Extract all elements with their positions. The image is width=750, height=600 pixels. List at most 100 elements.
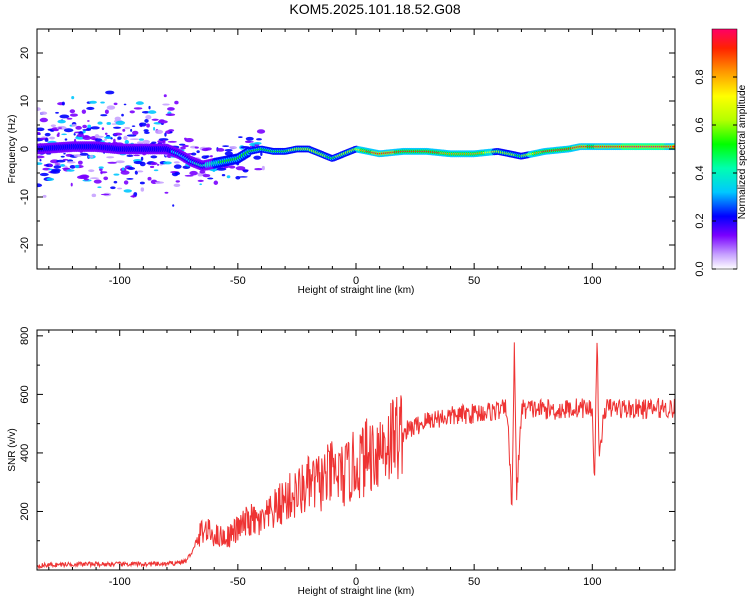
- colorbar-tick-label: 0.0: [694, 261, 706, 276]
- spectrogram-cell: [127, 167, 136, 170]
- spectrogram-cell: [256, 129, 266, 134]
- snr-line: [37, 342, 675, 570]
- spectrogram-cell: [113, 102, 118, 106]
- spectrogram-cell: [202, 173, 211, 178]
- spectrogram-cell: [122, 128, 126, 132]
- spectrogram-cell: [156, 163, 160, 166]
- spectrogram-y-tick-label: 20: [19, 47, 31, 59]
- spectrogram-cell: [124, 139, 129, 145]
- snr-x-tick-label: 50: [468, 576, 480, 588]
- spectrogram-x-tick-label: 100: [583, 275, 601, 287]
- spectrogram-cell: [74, 164, 80, 169]
- spectrogram-cell: [63, 152, 66, 155]
- spectrogram-cell: [77, 133, 85, 137]
- spectrogram-cell: [196, 150, 200, 154]
- spectrogram-cell: [149, 165, 155, 169]
- spectrogram-cell: [60, 155, 65, 158]
- spectrogram-cell: [37, 183, 43, 188]
- spectrogram-cell: [178, 143, 186, 146]
- spectrogram-cell: [46, 177, 55, 181]
- spectrogram-cell: [139, 181, 145, 185]
- spectrogram-cell: [238, 136, 243, 139]
- spectrogram-cell: [58, 127, 63, 129]
- spectrogram-cell: [49, 136, 56, 140]
- colorbar-tick-label: 0.4: [694, 165, 706, 180]
- spectrogram-cell: [114, 116, 121, 121]
- spectrogram-cell: [87, 124, 92, 129]
- spectrogram-cell: [121, 113, 124, 117]
- spectrogram-cell: [162, 139, 166, 144]
- spectrogram-cell: [147, 110, 157, 114]
- spectrogram-cell: [182, 144, 189, 148]
- spectrogram-cell: [73, 133, 76, 136]
- spectrogram-cell: [90, 126, 100, 130]
- spectrogram-cell: [123, 135, 128, 141]
- spectrogram-cell: [37, 162, 43, 166]
- spectrogram-cell: [110, 186, 116, 190]
- spectrogram-cell: [180, 146, 186, 150]
- snr-x-axis-title: Height of straight line (km): [298, 586, 415, 597]
- spectrogram-cell: [216, 167, 227, 171]
- spectrogram-cell: [51, 168, 61, 172]
- spectrogram-cell: [205, 155, 210, 158]
- spectrogram-cell: [163, 161, 172, 165]
- spectrogram-cell: [69, 109, 76, 114]
- spectrogram-cell: [143, 129, 149, 133]
- spectrogram-cell: [75, 125, 82, 130]
- spectrogram-cell: [256, 138, 262, 141]
- spectrogram-cell: [113, 173, 120, 176]
- spectrogram-cell: [147, 176, 152, 181]
- spectrogram-cell: [197, 179, 204, 182]
- spectrogram-cell: [140, 187, 145, 192]
- spectrogram-cell: [133, 107, 143, 110]
- spectrogram-cell: [235, 166, 246, 171]
- spectrogram-cell: [132, 130, 139, 135]
- spectrogram-cell: [141, 110, 150, 114]
- spectrogram-cell: [184, 174, 194, 177]
- spectrogram-cell: [37, 127, 45, 132]
- spectrogram-cell: [64, 138, 68, 141]
- snr-y-tick-label: 400: [19, 444, 31, 462]
- spectrogram-cell: [77, 160, 83, 165]
- page-title: KOM5.2025.101.18.52.G08: [289, 1, 461, 17]
- spectrogram-cell: [123, 189, 132, 193]
- spectrogram-cell: [63, 128, 74, 133]
- spectrogram-cell: [155, 181, 165, 184]
- spectrogram-cell: [60, 164, 66, 167]
- spectrogram-cell: [66, 169, 75, 172]
- snr-x-tick-label: -100: [109, 576, 131, 588]
- spectrogram-cell: [131, 125, 136, 127]
- spectrogram-cell: [253, 155, 262, 160]
- snr-y-axis-title: SNR (v/v): [7, 428, 18, 471]
- spectrogram-cell: [59, 114, 70, 119]
- spectrogram-cell: [104, 138, 107, 141]
- spectrogram-x-tick-label: -50: [230, 275, 246, 287]
- spectrogram-cell: [106, 122, 112, 125]
- spectrogram-cell: [168, 129, 175, 132]
- spectrogram-cell: [37, 131, 41, 135]
- spectrogram-cell: [84, 178, 89, 181]
- spectrogram-cell: [671, 145, 675, 148]
- spectrogram-cell: [124, 126, 131, 130]
- snr-y-tick-label: 600: [19, 385, 31, 403]
- snr-frame: [36, 329, 676, 571]
- spectrogram-cell: [57, 119, 66, 124]
- snr-y-tick-label: 200: [19, 502, 31, 520]
- spectrogram-cell: [100, 171, 108, 174]
- spectrogram-cell: [238, 176, 248, 178]
- spectrogram-cell: [150, 161, 158, 166]
- spectrogram-cell: [50, 159, 60, 164]
- spectrogram-cell: [69, 113, 78, 117]
- spectrogram-cell: [91, 193, 97, 198]
- spectrogram-cell: [50, 124, 57, 128]
- spectrogram-cell: [174, 171, 181, 176]
- spectrogram-cell: [140, 156, 144, 161]
- colorbar-frame: [711, 28, 738, 270]
- spectrogram-cell: [39, 117, 49, 123]
- spectrogram-cell: [97, 186, 102, 189]
- spectrogram-cell: [126, 178, 134, 180]
- spectrogram-x-axis-title: Height of straight line (km): [298, 285, 415, 296]
- spectrogram-cell: [245, 136, 254, 141]
- spectrogram-cell: [253, 142, 262, 145]
